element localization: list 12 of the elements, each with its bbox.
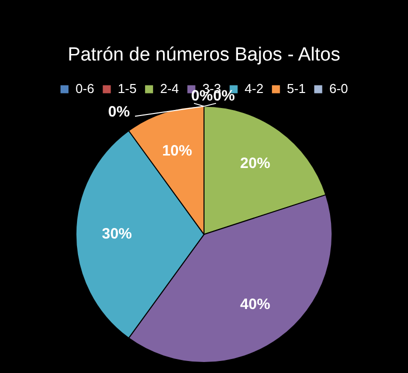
data-label: 40% [240, 296, 270, 314]
legend-label: 2-4 [160, 80, 179, 96]
text: 0% [108, 103, 130, 120]
legend-label: 5-1 [286, 80, 306, 96]
legend-label: 6-0 [329, 80, 348, 96]
legend-label: 4-2 [244, 80, 264, 96]
data-label: 20% [240, 155, 270, 172]
legend-label: 1-5 [118, 80, 137, 96]
data-label: 30% [102, 226, 132, 243]
data-label: 10% [162, 142, 192, 160]
chart-title: Patrón de números Bajos - Altos [68, 44, 340, 66]
legend-label: 0-6 [75, 80, 94, 96]
